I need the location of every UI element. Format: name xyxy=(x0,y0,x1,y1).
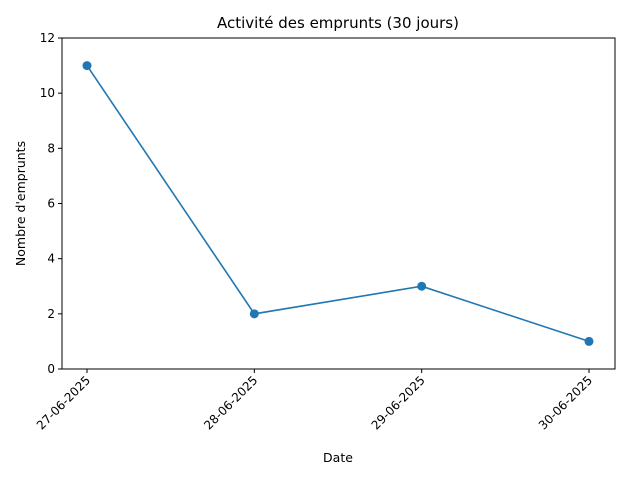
x-tick-label: 27-06-2025 xyxy=(34,373,93,432)
series-line xyxy=(86,65,590,343)
y-axis: 0 2 4 6 8 10 12 xyxy=(40,31,62,376)
x-tick-label: 30-06-2025 xyxy=(536,373,595,432)
data-point xyxy=(249,309,259,319)
data-point xyxy=(417,281,427,291)
plot-area xyxy=(61,37,616,370)
y-tick-label: 0 xyxy=(47,362,55,376)
x-tick-label: 29-06-2025 xyxy=(369,373,428,432)
y-axis-label: Nombre d'emprunts xyxy=(13,141,28,266)
y-tick-label: 4 xyxy=(47,252,55,266)
chart-title: Activité des emprunts (30 jours) xyxy=(217,14,459,32)
y-tick-label: 8 xyxy=(47,141,55,155)
data-point xyxy=(584,336,594,346)
data-point xyxy=(82,61,92,71)
y-tick-label: 2 xyxy=(47,307,55,321)
x-axis-label: Date xyxy=(323,450,353,465)
y-tick-label: 12 xyxy=(40,31,55,45)
x-tick-label: 28-06-2025 xyxy=(201,373,260,432)
series-layer xyxy=(82,61,594,346)
y-tick-label: 6 xyxy=(47,197,55,211)
y-tick-label: 10 xyxy=(40,86,55,100)
x-axis: 27-06-2025 28-06-2025 29-06-2025 30-06-2025 xyxy=(34,369,595,432)
